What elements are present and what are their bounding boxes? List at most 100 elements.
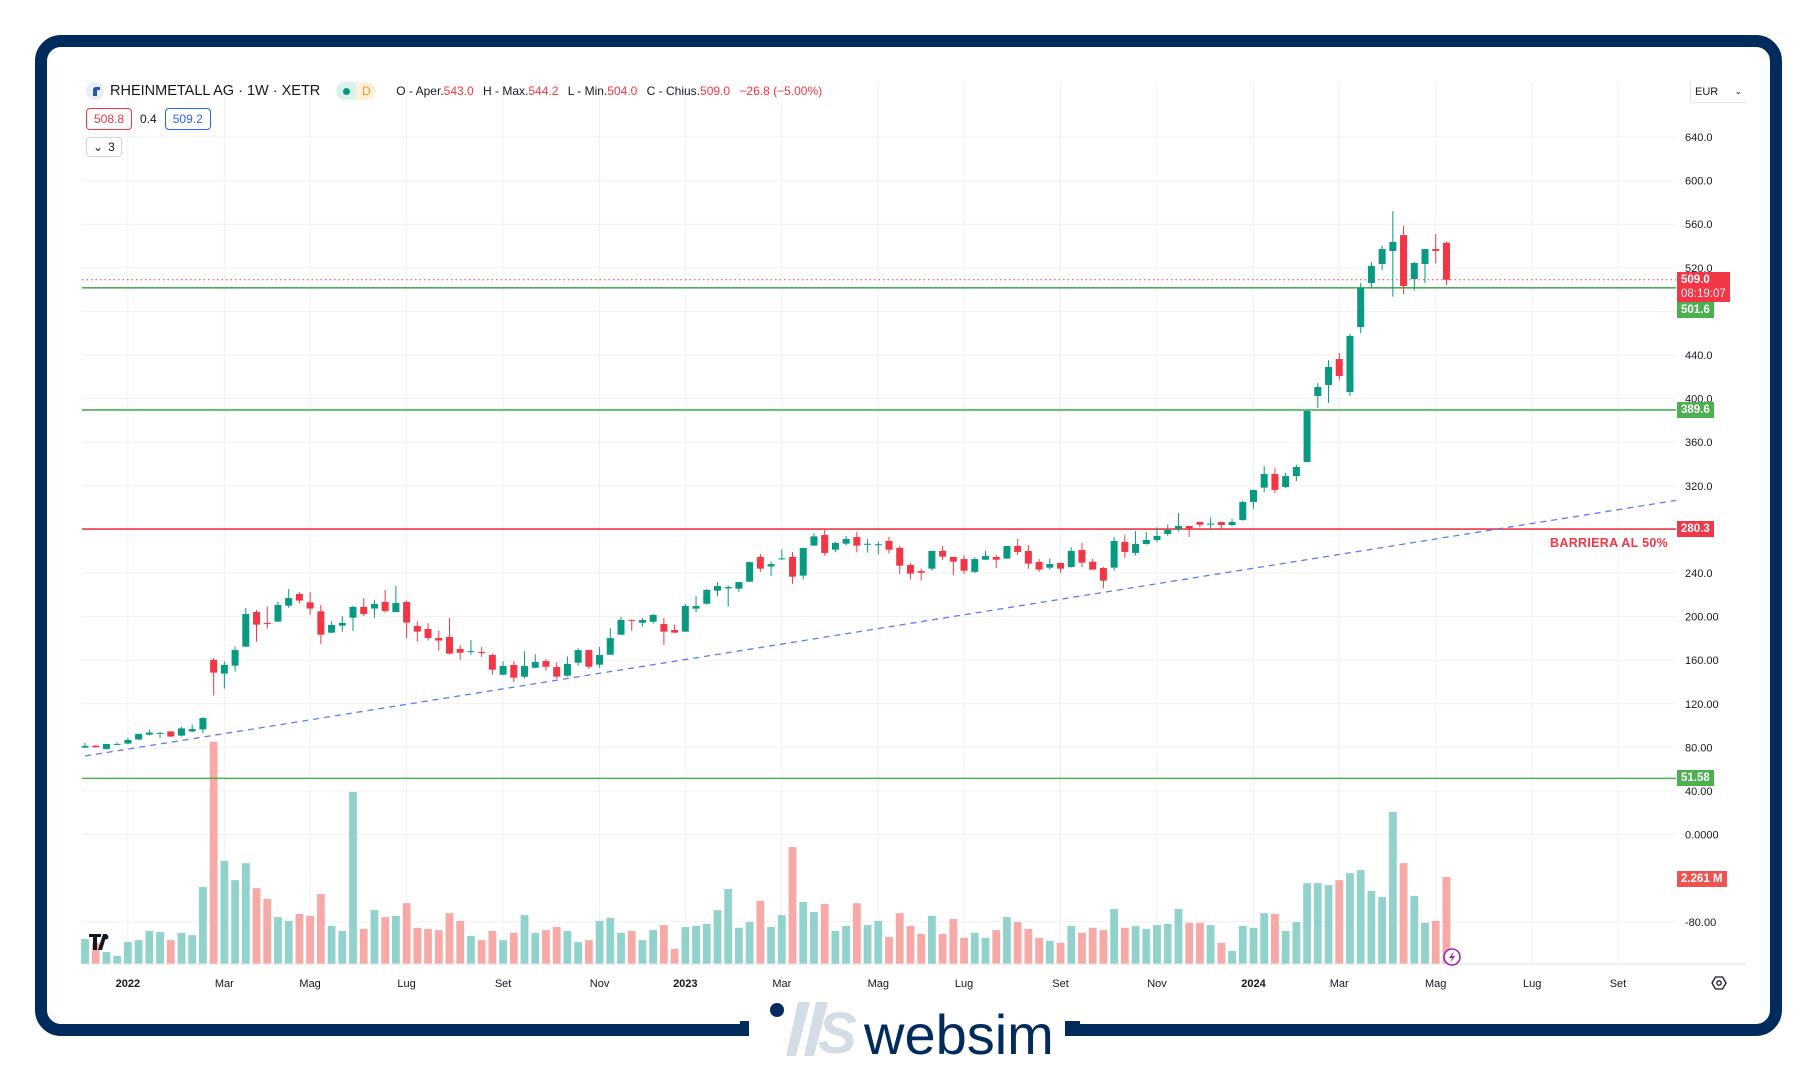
- candle-up: [102, 744, 110, 749]
- time-tick-label: Lug: [397, 978, 415, 990]
- volume-bar: [231, 880, 239, 964]
- candle-up: [1239, 502, 1247, 521]
- volume-bar: [767, 927, 775, 964]
- volume-bar: [627, 930, 636, 964]
- volume-bar: [177, 932, 186, 964]
- candle-down: [1099, 567, 1107, 581]
- candle-down: [403, 601, 411, 623]
- candle-up: [1110, 540, 1118, 568]
- volume-bar: [1303, 883, 1311, 964]
- price-tick-label: 440.0: [1685, 350, 1713, 362]
- volume-bar: [659, 925, 668, 964]
- candle-up: [692, 606, 700, 609]
- volume-bar: [1238, 925, 1247, 964]
- candle-up: [1367, 265, 1375, 284]
- candle-up: [521, 665, 529, 677]
- candle-up: [799, 547, 807, 576]
- low-value: 504.0: [607, 84, 638, 98]
- volume-bar: [1249, 927, 1258, 964]
- candle-up: [1357, 287, 1365, 327]
- candle-up: [864, 543, 872, 545]
- volume-bar: [520, 915, 529, 964]
- candle-up: [617, 619, 625, 635]
- candle-down: [435, 637, 443, 641]
- horizontal-lines[interactable]: [82, 279, 1676, 780]
- volume-bar: [1035, 937, 1043, 964]
- trendline[interactable]: [84, 499, 1677, 757]
- volume-bar: [606, 917, 615, 964]
- level-label-501: 501.6: [1677, 302, 1714, 318]
- volume-bar: [1335, 880, 1344, 964]
- candle-down: [949, 556, 957, 562]
- candle-up: [328, 624, 336, 633]
- indicators-toggle-button[interactable]: ⌄ 3: [86, 137, 122, 157]
- open-value: 543.0: [443, 84, 474, 98]
- volume-bar: [692, 925, 700, 964]
- candle-up: [735, 582, 743, 589]
- candle-down: [553, 667, 561, 677]
- candle-down: [1432, 249, 1440, 252]
- volume-bar: [338, 930, 347, 964]
- candle-up: [1346, 336, 1354, 393]
- volume-label: 2.261 M: [1677, 871, 1727, 887]
- volume-bar: [1195, 922, 1204, 964]
- earnings-lightning-icon[interactable]: [1443, 948, 1461, 966]
- candle-down: [253, 612, 261, 625]
- candle-down: [360, 606, 368, 614]
- chart-settings-icon[interactable]: [1711, 976, 1727, 990]
- volume-bar: [123, 942, 132, 964]
- price-tick-label: 160.00: [1685, 655, 1719, 667]
- candle-down: [992, 556, 1000, 560]
- price-axis[interactable]: 640.0600.0560.0520.0440.0400.0360.0320.0…: [1685, 132, 1719, 929]
- sell-button[interactable]: 508.8: [86, 108, 133, 130]
- candle-up: [145, 732, 153, 735]
- candle-down: [1335, 359, 1343, 377]
- price-tick-label: 560.0: [1685, 219, 1713, 231]
- last-price: 509.0: [1681, 274, 1710, 286]
- candle-down: [1024, 550, 1032, 564]
- volume-bar: [970, 932, 979, 964]
- websim-wordmark: websim: [863, 1003, 1054, 1066]
- time-tick-label: Mar: [772, 978, 791, 990]
- websim-logo: S websim: [740, 1001, 1080, 1066]
- candle-down: [885, 540, 893, 550]
- volume-bar: [445, 913, 454, 964]
- volume-bar: [863, 925, 872, 964]
- candle-down: [542, 661, 550, 667]
- symbol-title[interactable]: RHEINMETALL AG · 1W · XETR: [110, 83, 321, 99]
- market-status-badge[interactable]: D: [336, 82, 377, 100]
- candle-down: [1185, 526, 1193, 529]
- candle-up: [338, 622, 346, 626]
- volume-bar: [1088, 927, 1097, 964]
- volume-bar: [1185, 922, 1194, 964]
- time-tick-label: 2024: [1241, 978, 1266, 990]
- volume-bar: [145, 930, 154, 964]
- time-tick-label: 2022: [116, 978, 140, 990]
- candle-up: [842, 538, 850, 544]
- price-tick-label: 80.00: [1685, 742, 1713, 754]
- volume-bar: [1442, 876, 1451, 964]
- open-label: O - Aper.: [396, 84, 444, 98]
- candle-up: [1228, 521, 1236, 526]
- time-axis[interactable]: 2022 Mar Mag Lug Set Nov 2023 Mar Mag Lug Set Nov 20…: [116, 978, 1627, 990]
- time-tick-label: Set: [1610, 978, 1627, 990]
- volume-bar: [1421, 922, 1429, 964]
- candle-up: [1164, 529, 1172, 534]
- volume-bar: [1388, 811, 1397, 964]
- time-tick-label: Mag: [299, 978, 320, 990]
- volume-bar: [488, 930, 497, 964]
- volume-bar: [1281, 930, 1290, 964]
- volume-bar: [349, 791, 357, 964]
- currency-dropdown[interactable]: EUR ⌄: [1690, 81, 1746, 103]
- candle-up: [778, 558, 786, 560]
- volume-bar: [1163, 923, 1172, 964]
- buy-button[interactable]: 509.2: [164, 108, 211, 130]
- candle-up: [499, 665, 507, 675]
- candle-up: [1325, 366, 1333, 385]
- spread-value: 0.4: [140, 112, 157, 126]
- volume-bar: [295, 913, 304, 964]
- volume-bar: [981, 937, 990, 964]
- volume-bar: [306, 915, 315, 964]
- time-tick-label: Mag: [1425, 978, 1446, 990]
